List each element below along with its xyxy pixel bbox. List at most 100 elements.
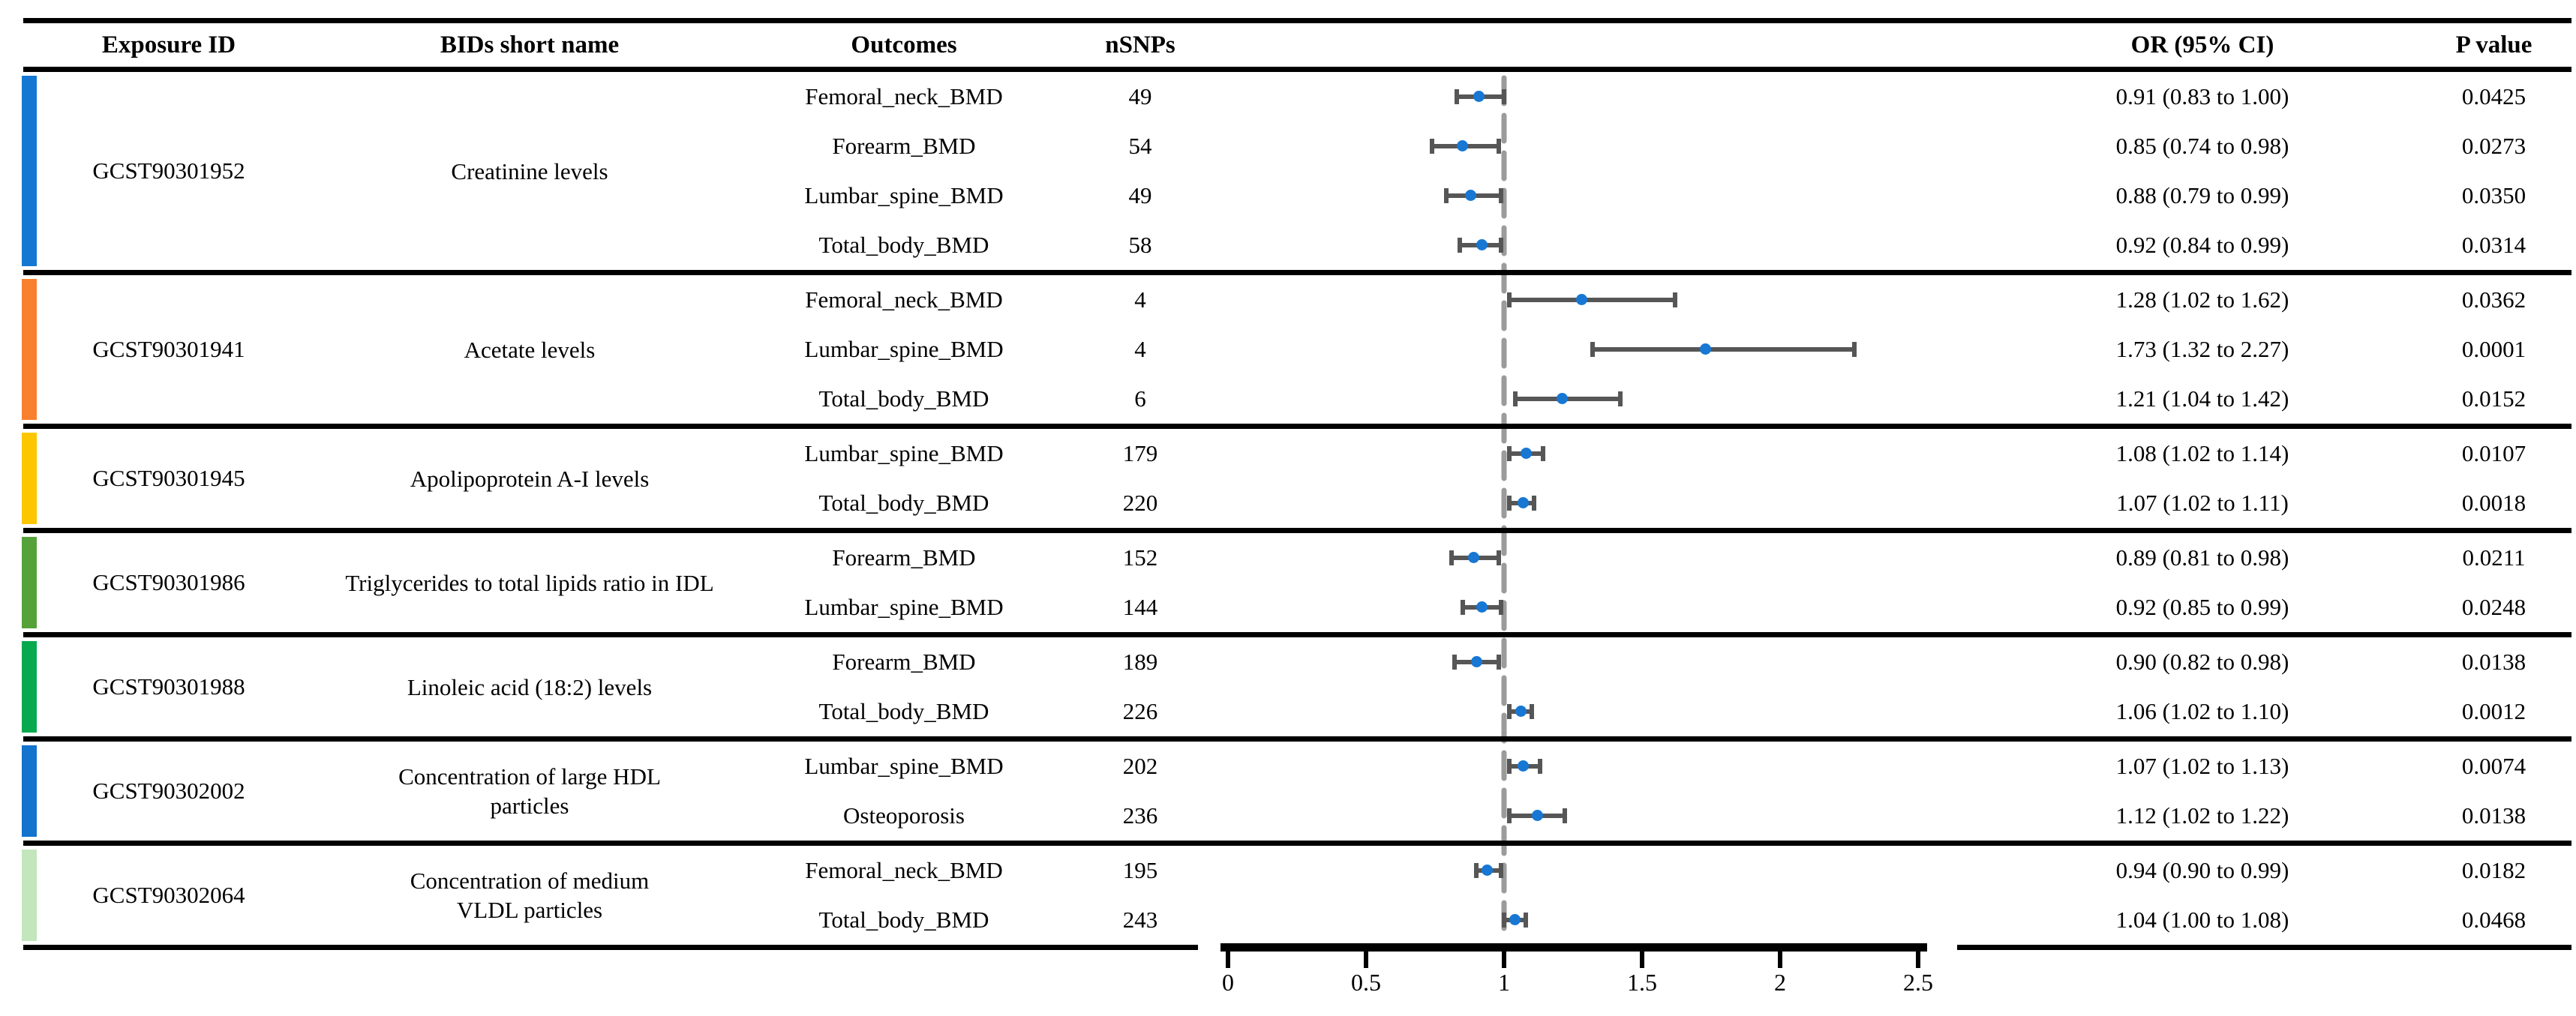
p-value: 0.0107 xyxy=(2461,440,2526,466)
bids-short-name: Creatinine levels xyxy=(314,72,745,270)
nsnps-value: 54 xyxy=(1128,133,1152,159)
p-value: 0.0018 xyxy=(2461,490,2526,516)
or-point-marker xyxy=(1515,706,1527,717)
x-axis-tick-label: 0.5 xyxy=(1351,969,1381,996)
ci-cap-low xyxy=(1430,139,1435,154)
ci-cap-low xyxy=(1460,600,1465,615)
ci-cap-high xyxy=(1496,550,1501,565)
bids-name-line: Creatinine levels xyxy=(451,157,608,184)
or-ci-value: 0.91 (0.83 to 1.00) xyxy=(2115,83,2289,109)
bids-name-line: Triglycerides to total lipids ratio in I… xyxy=(345,569,714,596)
bids-short-name: Acetate levels xyxy=(314,275,745,424)
table-row: Lumbar_spine_BMD 202 1.07 (1.02 to 1.13) 0.… xyxy=(23,742,2571,791)
p-value: 0.0314 xyxy=(2461,232,2526,258)
ci-cap-low xyxy=(1507,496,1512,511)
outcome-label: Total_body_BMD xyxy=(818,698,989,724)
p-value: 0.0001 xyxy=(2461,336,2526,362)
group-color-bar xyxy=(22,641,37,733)
group-color-bar xyxy=(22,433,37,524)
table-row: Total_body_BMD 243 1.04 (1.00 to 1.08) 0.04… xyxy=(23,895,2571,945)
header-exposure-id: Exposure ID xyxy=(101,31,236,58)
ci-cap-low xyxy=(1512,391,1518,406)
outcome-label: Lumbar_spine_BMD xyxy=(804,594,1004,620)
or-point-marker xyxy=(1468,552,1480,563)
p-value: 0.0425 xyxy=(2461,83,2526,109)
exposure-id: GCST90301941 xyxy=(92,336,245,362)
or-point-marker xyxy=(1518,760,1530,772)
ci-cap-high xyxy=(1537,759,1542,774)
ci-cap-high xyxy=(1499,600,1504,615)
ci-cap-high xyxy=(1499,238,1504,253)
forest-plot-table: Exposure ID BIDs short name Outcomes nSN… xyxy=(22,18,2571,1011)
table-row: Forearm_BMD 54 0.85 (0.74 to 0.98) 0.0273 xyxy=(23,121,2571,171)
forest-plot-cell xyxy=(1217,637,1989,687)
x-axis-tick-label: 1.5 xyxy=(1627,969,1657,996)
exposure-group: GCST90301952 Creatinine levels Femoral_nec… xyxy=(22,72,2571,270)
table-row: Total_body_BMD 58 0.92 (0.84 to 0.99) 0.031… xyxy=(23,220,2571,270)
groups-container: GCST90301952 Creatinine levels Femoral_nec… xyxy=(22,72,2571,945)
exposure-group: GCST90301988 Linoleic acid (18:2) levels F… xyxy=(22,632,2571,736)
nsnps-value: 220 xyxy=(1122,490,1158,516)
axis-zone: 0 0.5 1 1.5 2 2.5 xyxy=(23,943,2571,1011)
exposure-id: GCST90302002 xyxy=(92,778,245,804)
ci-cap-high xyxy=(1532,496,1537,511)
or-ci-value: 1.12 (1.02 to 1.22) xyxy=(2115,802,2289,829)
or-point-marker xyxy=(1520,448,1532,459)
table-row: Femoral_neck_BMD 4 1.28 (1.02 to 1.62) 0.03… xyxy=(23,275,2571,325)
exposure-id: GCST90301986 xyxy=(92,569,245,595)
exposure-id: GCST90301988 xyxy=(92,673,245,700)
ci-cap-low xyxy=(1507,446,1512,461)
nsnps-value: 226 xyxy=(1122,698,1158,724)
x-axis-tick xyxy=(1364,952,1368,968)
forest-plot-cell xyxy=(1217,583,1989,632)
table-row: Forearm_BMD 152 0.89 (0.81 to 0.98) 0.0211 xyxy=(23,533,2571,583)
outcome-label: Forearm_BMD xyxy=(832,133,976,159)
ci-cap-high xyxy=(1540,446,1545,461)
bids-short-name: Triglycerides to total lipids ratio in I… xyxy=(314,533,745,632)
x-axis-tick-label: 1 xyxy=(1498,969,1510,996)
table-row: Forearm_BMD 189 0.90 (0.82 to 0.98) 0.0138 xyxy=(23,637,2571,687)
or-ci-value: 1.07 (1.02 to 1.11) xyxy=(2116,490,2289,516)
x-axis-tick xyxy=(1226,952,1230,968)
x-axis-tick xyxy=(1640,952,1644,968)
header-plot-spacer xyxy=(1217,23,1989,67)
x-axis-tick-label: 2.5 xyxy=(1903,969,1933,996)
forest-plot-cell xyxy=(1217,791,1989,841)
or-point-marker xyxy=(1470,656,1482,667)
header-outcomes: Outcomes xyxy=(851,31,957,58)
forest-plot-cell xyxy=(1217,895,1989,945)
table-row: Femoral_neck_BMD 49 0.91 (0.83 to 1.00) 0.0… xyxy=(23,72,2571,121)
p-value: 0.0468 xyxy=(2461,907,2526,933)
p-value: 0.0074 xyxy=(2461,753,2526,779)
p-value: 0.0152 xyxy=(2461,385,2526,412)
ci-cap-low xyxy=(1502,913,1506,928)
bids-short-name: Linoleic acid (18:2) levels xyxy=(314,637,745,736)
nsnps-value: 243 xyxy=(1122,907,1158,933)
nsnps-value: 195 xyxy=(1122,857,1158,883)
ci-cap-high xyxy=(1562,808,1567,823)
ci-bar xyxy=(1592,347,1855,352)
group-color-bar xyxy=(22,537,37,628)
or-ci-value: 1.07 (1.02 to 1.13) xyxy=(2115,753,2289,779)
nsnps-value: 179 xyxy=(1122,440,1158,466)
ci-cap-high xyxy=(1496,655,1501,670)
forest-plot-cell xyxy=(1217,374,1989,424)
bids-name-line: Acetate levels xyxy=(464,336,596,363)
ci-cap-high xyxy=(1499,188,1504,203)
reference-line-or-1 xyxy=(1501,75,1507,942)
ci-cap-low xyxy=(1452,655,1457,670)
or-point-marker xyxy=(1509,914,1521,925)
outcome-label: Femoral_neck_BMD xyxy=(805,83,1003,109)
or-ci-value: 0.92 (0.85 to 0.99) xyxy=(2115,594,2289,620)
table-row: Total_body_BMD 226 1.06 (1.02 to 1.10) 0.00… xyxy=(23,687,2571,736)
or-ci-value: 0.90 (0.82 to 0.98) xyxy=(2115,649,2289,675)
bids-name-line: Apolipoprotein A-I levels xyxy=(410,465,650,492)
outcome-label: Lumbar_spine_BMD xyxy=(804,182,1004,208)
or-point-marker xyxy=(1457,140,1469,151)
group-color-bar xyxy=(22,850,37,941)
or-ci-value: 0.85 (0.74 to 0.98) xyxy=(2115,133,2289,159)
ci-cap-high xyxy=(1673,292,1678,307)
bids-short-name: Concentration of medium VLDL particles xyxy=(314,846,745,945)
group-rows: Femoral_neck_BMD 49 0.91 (0.83 to 1.00) 0.0… xyxy=(23,72,2571,270)
